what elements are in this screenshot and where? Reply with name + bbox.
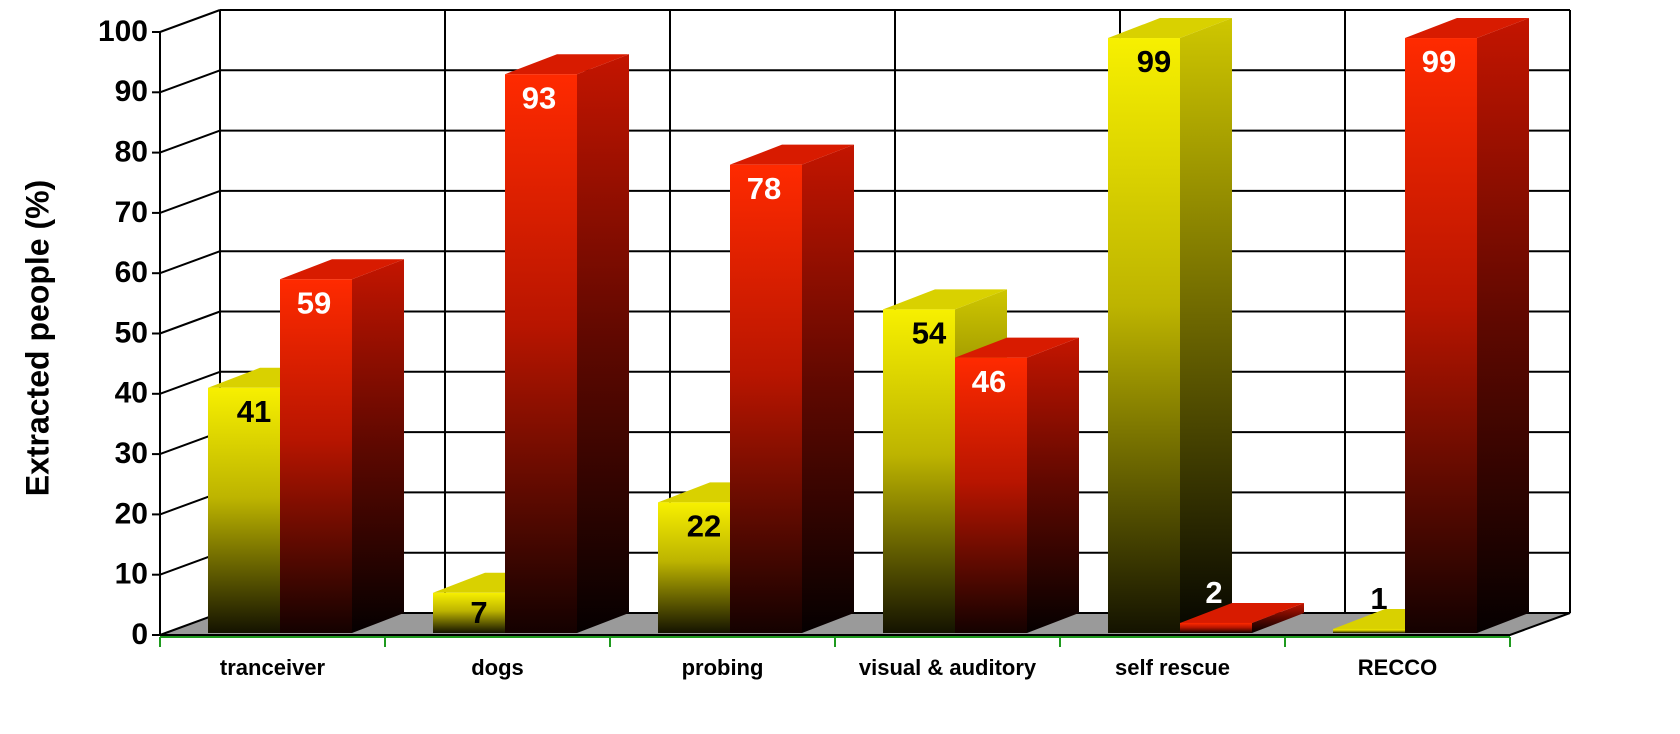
bar-dogs-s2-top — [505, 54, 629, 75]
y-tick-label: 0 — [131, 618, 148, 651]
y-tick-label: 50 — [115, 316, 148, 349]
y-tick-label: 90 — [115, 75, 148, 108]
x-tick-label-self-rescue: self rescue — [1115, 655, 1230, 680]
bars — [208, 18, 1529, 633]
bar-dogs-s2 — [505, 74, 577, 633]
data-labels: 41 59 7 93 22 78 54 46 99 2 1 99 — [237, 44, 1456, 630]
bar-visual-auditory-s1-top — [883, 289, 1007, 310]
data-label-recco-s2: 99 — [1422, 44, 1456, 79]
y-tick-label: 60 — [115, 256, 148, 289]
data-label-self-rescue-s2: 2 — [1205, 575, 1222, 610]
bar-visual-auditory-s2-side — [1027, 337, 1079, 633]
bar-recco-s2-side — [1477, 18, 1529, 633]
y-tick-label: 70 — [115, 196, 148, 229]
y-tick-label: 100 — [98, 15, 148, 48]
bar-self-rescue-s2-top — [1180, 602, 1304, 623]
gridline-diagonal — [159, 310, 221, 335]
data-label-tranceiver-s1: 41 — [237, 394, 271, 429]
gridline-diagonal — [159, 9, 221, 33]
bar-probing-s2 — [730, 164, 802, 633]
data-label-dogs-s2: 93 — [522, 80, 556, 115]
y-tick-label: 30 — [115, 437, 148, 470]
gridline-diagonal — [159, 370, 221, 395]
x-tick-label-tranceiver: tranceiver — [220, 655, 326, 680]
bar-dogs-s2-side — [577, 54, 629, 633]
y-tick-label: 10 — [115, 558, 148, 591]
bar-recco-s2 — [1405, 38, 1477, 633]
x-tick-label-probing: probing — [682, 655, 764, 680]
bar-dogs-s1 — [433, 592, 505, 633]
data-label-probing-s1: 22 — [687, 509, 721, 544]
bar-self-rescue-s1-side — [1180, 18, 1232, 633]
y-tick-label: 20 — [115, 497, 148, 530]
bar-tranceiver-s2-side — [352, 259, 404, 633]
bar-self-rescue-s2 — [1180, 622, 1252, 633]
data-label-self-rescue-s1: 99 — [1137, 44, 1171, 79]
data-label-tranceiver-s2: 59 — [297, 285, 331, 320]
data-label-dogs-s1: 7 — [470, 595, 487, 630]
bar-recco-s1 — [1333, 628, 1405, 633]
x-tick-label-dogs: dogs — [471, 655, 524, 680]
bar-probing-s1 — [658, 502, 730, 633]
data-label-recco-s1: 1 — [1370, 581, 1387, 616]
y-tick-label: 40 — [115, 377, 148, 410]
y-tick-label: 80 — [115, 136, 148, 169]
y-axis-title: Extracted people (%) — [19, 180, 55, 497]
bar-visual-auditory-s1 — [883, 309, 955, 633]
gridline-diagonal — [159, 129, 221, 154]
bar-tranceiver-s2 — [280, 279, 352, 633]
data-label-visual-auditory-s1: 54 — [912, 316, 947, 351]
data-label-visual-auditory-s2: 46 — [972, 364, 1006, 399]
bar-recco-s2-top — [1405, 18, 1529, 39]
x-tick-label-visual-auditory: visual & auditory — [859, 655, 1037, 680]
bar-visual-auditory-s2 — [955, 357, 1027, 633]
gridline-diagonal — [159, 189, 221, 214]
bar-tranceiver-s1 — [208, 387, 280, 633]
gridline-diagonal — [159, 250, 221, 275]
bar-probing-s2-top — [730, 144, 854, 165]
bar-visual-auditory-s2-top — [955, 337, 1079, 358]
bar-self-rescue-s2-side — [1252, 602, 1304, 633]
x-axis-ticks: tranceiver dogs probing visual & auditory se… — [159, 636, 1511, 680]
bar-self-rescue-s1-top — [1108, 18, 1232, 39]
y-axis-ticks: 0 10 20 30 40 50 60 70 80 90 100 — [98, 15, 148, 651]
data-label-probing-s2: 78 — [747, 171, 781, 206]
y-axis-title-group: Extracted people (%) — [19, 180, 55, 497]
bar-tranceiver-s2-top — [280, 259, 404, 280]
x-tick-label-recco: RECCO — [1358, 655, 1437, 680]
gridline-diagonal — [159, 69, 221, 94]
bar-self-rescue-s1 — [1108, 38, 1180, 633]
bar-probing-s2-side — [802, 144, 854, 633]
